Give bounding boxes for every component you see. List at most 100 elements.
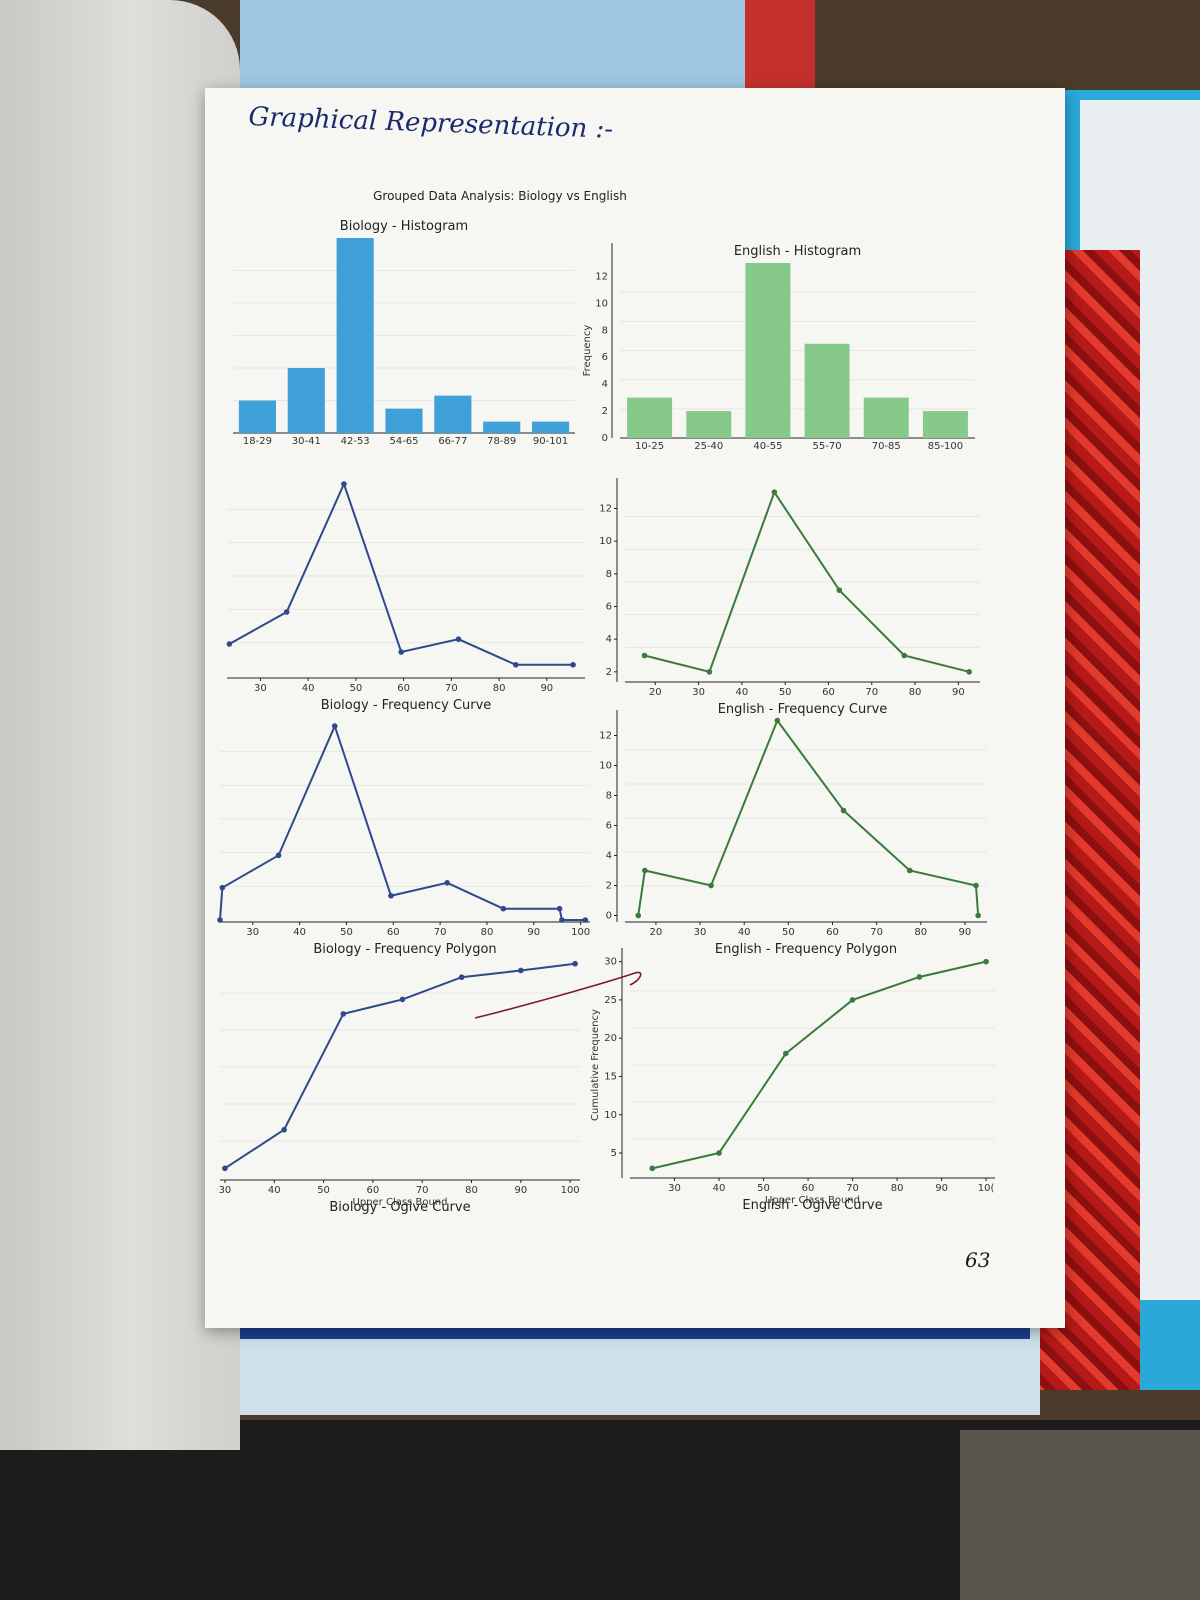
eng-ogive-x-tick-label: 50 — [757, 1183, 770, 1194]
eng-poly-x-tick-label: 60 — [826, 927, 839, 938]
eng-poly-y-tick-label: 12 — [599, 731, 612, 742]
eng-curve-y-tick-label: 2 — [606, 667, 612, 678]
eng-poly-point — [642, 867, 648, 874]
bio-poly-x-tick-label: 30 — [246, 927, 259, 938]
eng-curve-y-tick-label: 12 — [599, 504, 612, 515]
bio-hist-title: Biology - Histogram — [340, 219, 468, 234]
bio-ogive-point — [572, 960, 578, 967]
bio-poly-x-tick-label: 50 — [340, 927, 353, 938]
bio-curve-point — [512, 662, 519, 668]
eng-ogive-point — [849, 997, 856, 1003]
eng-hist-title: English - Histogram — [734, 244, 861, 259]
bio-ogive-x-tick-label: 90 — [514, 1185, 527, 1196]
eng-hist-y-tick-label: 10 — [595, 298, 608, 309]
eng-curve-point — [641, 652, 648, 659]
pen-mark — [474, 971, 642, 1019]
bio-ogive-point — [281, 1126, 287, 1133]
bio-ogive-point — [458, 974, 465, 981]
bio-poly-x-tick-label: 90 — [527, 927, 540, 938]
eng-curve-point — [771, 489, 778, 495]
eng-curve-series-line — [644, 489, 970, 674]
eng-hist-tick-label: 70-85 — [872, 441, 901, 452]
bio-ogive-x-axis-title: Upper Class Bound — [353, 1197, 448, 1208]
eng-ogive-y-tick-label: 15 — [604, 1071, 617, 1082]
printed-sheet: Graphical Representation :- Grouped Data… — [205, 88, 1065, 1328]
bio-ogive-x-tick-label: 80 — [465, 1185, 478, 1196]
bio-curve-point — [398, 649, 405, 655]
eng-ogive-x-tick-label: 70 — [846, 1183, 859, 1194]
bio-ogive-x-tick-label: 30 — [219, 1185, 232, 1196]
red-tab — [745, 0, 815, 88]
eng-poly-point — [774, 717, 781, 724]
eng-curve-point — [836, 587, 843, 593]
bio-curve-x-tick-label: 70 — [445, 683, 458, 694]
left-notebook-page — [0, 0, 240, 1450]
eng-poly-y-tick-label: 8 — [606, 791, 612, 802]
eng-curve-x-tick-label: 50 — [779, 687, 792, 698]
bio-curve-point — [226, 641, 233, 647]
bio-ogive-x-tick-label: 50 — [317, 1185, 330, 1196]
main-title: Grouped Data Analysis: Biology vs Englis… — [373, 189, 627, 203]
eng-hist-bar — [922, 411, 968, 438]
bio-ogive-point — [340, 1011, 347, 1017]
bio-hist-tick-label: 54-65 — [389, 436, 418, 447]
eng-ogive-x-tick-label: 10( — [978, 1183, 995, 1194]
bio-poly-point — [219, 884, 226, 891]
eng-poly-y-tick-label: 2 — [606, 881, 612, 892]
bio-hist-tick-label: 66-77 — [438, 436, 467, 447]
bio-hist-tick-label: 18-29 — [243, 436, 272, 447]
eng-hist-y-tick-label: 6 — [602, 352, 608, 363]
bio-ogive-title: Biology - Ogive Curve — [329, 1200, 470, 1215]
bio-curve-point — [570, 662, 576, 668]
eng-ogive-y-tick-label: 30 — [604, 957, 617, 968]
eng-ogive-y-tick-label: 10 — [604, 1110, 617, 1121]
bio-hist-bar — [532, 421, 570, 433]
eng-curve-x-tick-label: 70 — [865, 687, 878, 698]
eng-curve-x-tick-label: 40 — [736, 687, 749, 698]
bio-ogive-x-tick-label: 100 — [561, 1185, 580, 1196]
bio-poly-point — [556, 905, 563, 912]
eng-ogive-point — [983, 958, 989, 965]
eng-hist-y-tick-label: 4 — [602, 379, 608, 390]
bio-poly-point — [582, 917, 589, 923]
eng-ogive-x-tick-label: 30 — [668, 1183, 681, 1194]
bio-curve-point — [455, 636, 462, 642]
bio-hist-bar — [434, 395, 472, 433]
eng-poly-x-tick-label: 30 — [694, 927, 707, 938]
eng-curve-point — [901, 652, 908, 659]
eng-ogive-point — [716, 1150, 722, 1156]
eng-curve-y-tick-label: 8 — [606, 569, 612, 580]
eng-hist-bar — [804, 343, 850, 438]
bio-ogive-point — [399, 996, 406, 1003]
eng-hist-y-axis-title: Frequency — [582, 325, 593, 377]
eng-poly-y-tick-label: 6 — [606, 821, 612, 832]
eng-curve-y-tick-label: 4 — [606, 634, 612, 645]
bio-poly-x-tick-label: 60 — [387, 927, 400, 938]
bio-poly-x-tick-label: 100 — [571, 927, 590, 938]
eng-hist-tick-label: 25-40 — [694, 441, 723, 452]
eng-poly-x-tick-label: 40 — [738, 927, 751, 938]
bio-poly-point — [559, 917, 565, 923]
eng-ogive-x-tick-label: 40 — [713, 1183, 726, 1194]
bio-poly-point — [444, 880, 450, 886]
bio-poly-point — [388, 892, 394, 899]
eng-hist-tick-label: 85-100 — [928, 441, 963, 452]
bio-ogive-x-tick-label: 40 — [268, 1185, 281, 1196]
bio-curve-x-tick-label: 60 — [397, 683, 410, 694]
eng-hist-bar — [627, 397, 673, 438]
bio-curve-title: Biology - Frequency Curve — [321, 698, 492, 713]
eng-poly-y-tick-label: 10 — [599, 761, 612, 772]
bio-curve-series-line — [228, 481, 574, 666]
eng-ogive-x-tick-label: 60 — [802, 1183, 815, 1194]
eng-poly-point — [975, 912, 981, 919]
bio-curve-x-tick-label: 90 — [540, 683, 553, 694]
bio-curve-x-tick-label: 30 — [254, 683, 267, 694]
eng-curve-y-tick-label: 10 — [599, 536, 612, 547]
bio-hist-tick-label: 42-53 — [341, 436, 370, 447]
eng-hist-y-tick-label: 2 — [602, 406, 608, 417]
eng-poly-point — [973, 882, 979, 889]
eng-poly-x-tick-label: 50 — [782, 927, 795, 938]
eng-curve-title: English - Frequency Curve — [718, 702, 888, 717]
bio-hist-tick-label: 90-101 — [533, 436, 568, 447]
eng-poly-x-tick-label: 70 — [870, 927, 883, 938]
